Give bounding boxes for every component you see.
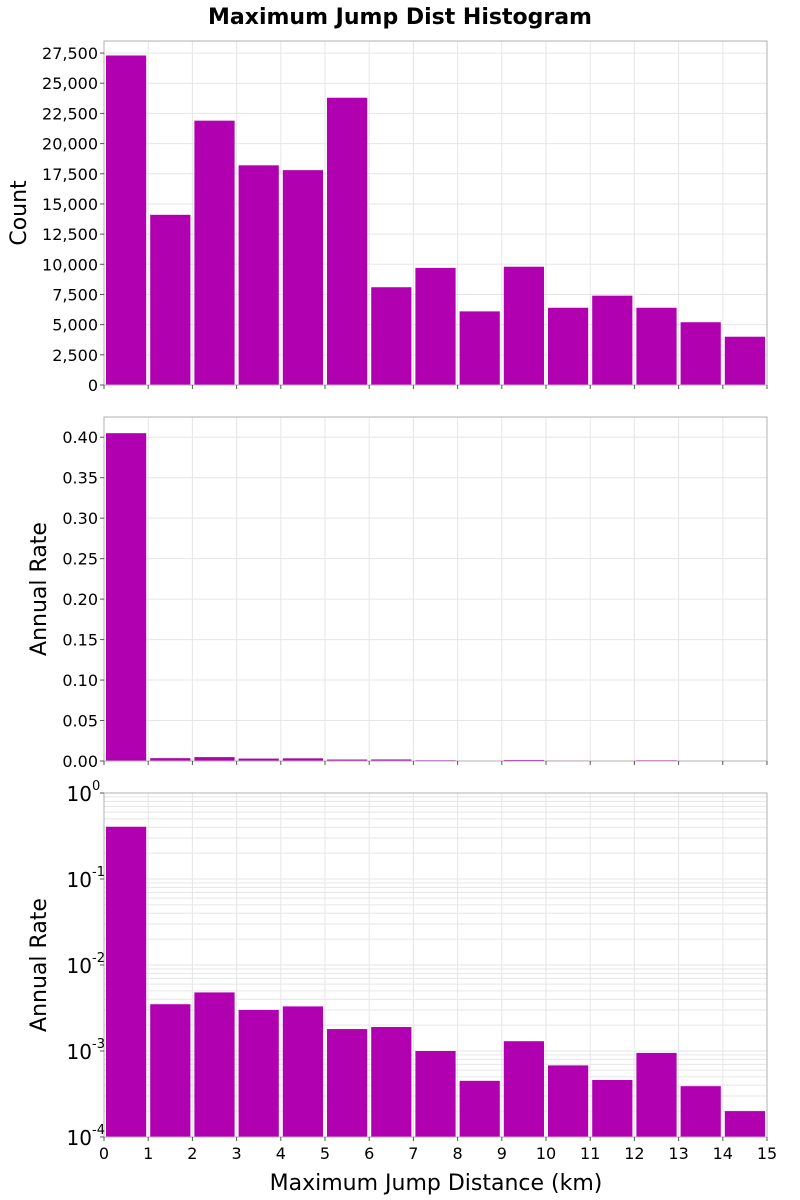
bar bbox=[503, 759, 544, 761]
y-tick-label: 22,500 bbox=[42, 104, 98, 123]
x-tick-label: 5 bbox=[320, 1144, 330, 1163]
figure-title: Maximum Jump Dist Histogram bbox=[208, 5, 592, 30]
x-tick-label: 3 bbox=[232, 1144, 242, 1163]
bar bbox=[724, 336, 765, 385]
y-tick-label: 27,500 bbox=[42, 44, 98, 63]
bar bbox=[327, 97, 368, 385]
bar bbox=[415, 267, 456, 385]
y-tick-exponent: -2 bbox=[92, 951, 105, 966]
bar bbox=[238, 758, 279, 761]
bar bbox=[459, 1080, 500, 1137]
x-tick-label: 13 bbox=[668, 1144, 688, 1163]
y-tick-label: 12,500 bbox=[42, 225, 98, 244]
bar bbox=[150, 1004, 191, 1137]
x-tick-label: 9 bbox=[497, 1144, 507, 1163]
y-tick-label: 10 bbox=[67, 954, 92, 978]
y-tick-exponent: -3 bbox=[92, 1037, 105, 1052]
y-tick-label: 0.15 bbox=[62, 631, 98, 650]
y-tick-label: 10 bbox=[67, 1126, 92, 1150]
bar bbox=[371, 759, 412, 761]
bar bbox=[548, 1065, 589, 1137]
y-tick-label: 0.00 bbox=[62, 752, 98, 771]
bar bbox=[282, 170, 323, 385]
y-tick-label: 15,000 bbox=[42, 195, 98, 214]
x-axis-label: Maximum Jump Distance (km) bbox=[270, 1171, 603, 1196]
bar bbox=[724, 1111, 765, 1137]
y-tick-label: 0 bbox=[88, 376, 98, 395]
y-axis-label: Annual Rate bbox=[27, 898, 52, 1032]
bar bbox=[150, 758, 191, 761]
y-axis-label: Annual Rate bbox=[27, 522, 52, 656]
y-tick-label: 0.25 bbox=[62, 550, 98, 569]
chart-panel-1: 0 2,500 5,000 7,500 10,000 12,500 15,000 17,500… bbox=[7, 40, 768, 395]
chart-panels: 0 2,500 5,000 7,500 10,000 12,500 15,000 17,500… bbox=[7, 40, 777, 1163]
x-tick-label: 8 bbox=[453, 1144, 463, 1163]
y-tick-label: 0.40 bbox=[62, 428, 98, 447]
bar bbox=[503, 1041, 544, 1137]
bar bbox=[282, 758, 323, 761]
y-tick-label: 0.20 bbox=[62, 590, 98, 609]
bar bbox=[636, 307, 677, 385]
bar bbox=[150, 214, 191, 385]
plot-frame bbox=[103, 416, 768, 762]
bar bbox=[194, 757, 235, 761]
y-tick-label: 10 bbox=[67, 868, 92, 892]
y-tick-label: 20,000 bbox=[42, 135, 98, 154]
y-tick-label: 0.35 bbox=[62, 469, 98, 488]
x-tick-label: 11 bbox=[580, 1144, 600, 1163]
bar bbox=[415, 1051, 456, 1137]
x-tick-label: 15 bbox=[757, 1144, 777, 1163]
x-tick-label: 14 bbox=[713, 1144, 733, 1163]
bar bbox=[371, 1027, 412, 1137]
x-tick-label: 7 bbox=[408, 1144, 418, 1163]
x-tick-label: 12 bbox=[624, 1144, 644, 1163]
y-tick-label: 10,000 bbox=[42, 255, 98, 274]
bar bbox=[592, 295, 633, 385]
bar bbox=[548, 307, 589, 385]
x-tick-label: 6 bbox=[364, 1144, 374, 1163]
chart-panel-2: 0.00 0.05 0.10 0.15 0.20 0.25 0.30 0.35 0.40 Annu… bbox=[27, 416, 768, 771]
bar bbox=[680, 1086, 721, 1137]
bar bbox=[680, 322, 721, 385]
bar bbox=[459, 311, 500, 385]
bar bbox=[592, 1080, 633, 1137]
y-tick-label: 10 bbox=[67, 1040, 92, 1064]
y-tick-label: 0.10 bbox=[62, 671, 98, 690]
x-tick-label: 1 bbox=[143, 1144, 153, 1163]
bar bbox=[636, 1052, 677, 1137]
bar bbox=[238, 1009, 279, 1137]
y-axis-label: Count bbox=[7, 180, 32, 246]
bar bbox=[327, 759, 368, 761]
bar bbox=[371, 287, 412, 385]
x-tick-label: 0 bbox=[99, 1144, 109, 1163]
bar bbox=[327, 1029, 368, 1137]
y-tick-exponent: -4 bbox=[92, 1123, 105, 1138]
bar bbox=[282, 1006, 323, 1137]
bar bbox=[106, 826, 147, 1137]
y-tick-label: 25,000 bbox=[42, 74, 98, 93]
bar bbox=[106, 433, 147, 761]
x-tick-label: 10 bbox=[536, 1144, 556, 1163]
bar bbox=[194, 120, 235, 386]
bar bbox=[503, 266, 544, 385]
y-tick-label: 2,500 bbox=[52, 346, 98, 365]
x-tick-label: 4 bbox=[276, 1144, 286, 1163]
y-tick-label: 7,500 bbox=[52, 285, 98, 304]
plot-frame bbox=[103, 40, 768, 386]
y-tick-exponent: -1 bbox=[92, 865, 105, 880]
y-tick-label: 0.30 bbox=[62, 509, 98, 528]
bar bbox=[106, 55, 147, 385]
y-tick-label: 17,500 bbox=[42, 165, 98, 184]
bar bbox=[194, 992, 235, 1137]
x-tick-label: 2 bbox=[187, 1144, 197, 1163]
bar bbox=[238, 165, 279, 385]
y-tick-exponent: 0 bbox=[92, 779, 100, 794]
y-tick-label: 10 bbox=[67, 782, 92, 806]
y-tick-label: 0.05 bbox=[62, 712, 98, 731]
y-tick-label: 5,000 bbox=[52, 316, 98, 335]
